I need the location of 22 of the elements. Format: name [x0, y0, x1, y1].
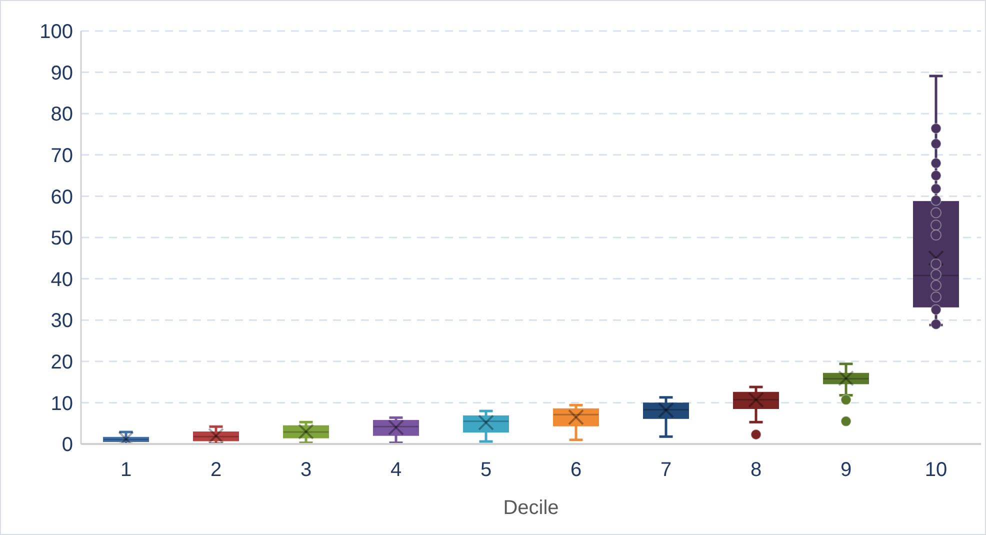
x-tick-label: 5: [480, 459, 492, 482]
x-axis-title: Decile: [503, 497, 559, 519]
x-tick-label: 8: [750, 459, 762, 482]
y-tick-label: 10: [50, 392, 73, 415]
y-tick-label: 70: [50, 145, 73, 167]
x-tick-label: 3: [300, 459, 312, 482]
x-tick-label: 7: [660, 459, 672, 482]
x-tick-label: 1: [120, 459, 132, 482]
x-tick-label: 10: [924, 459, 948, 482]
x-tick-label: 6: [570, 459, 582, 482]
x-tick-label: 9: [840, 459, 852, 482]
x-tick-label: 4: [390, 459, 402, 482]
y-tick-label: 50: [50, 228, 73, 250]
x-tick-label: 2: [210, 459, 222, 482]
y-tick-label: 90: [50, 62, 73, 84]
y-tick-label: 20: [50, 352, 73, 374]
y-tick-label: 30: [50, 310, 73, 332]
y-tick-label: 80: [50, 104, 73, 126]
y-tick-label: 60: [50, 186, 73, 208]
y-tick-label: 0: [62, 434, 73, 456]
y-tick-label: 40: [50, 268, 73, 291]
y-tick-label: 100: [40, 21, 73, 44]
